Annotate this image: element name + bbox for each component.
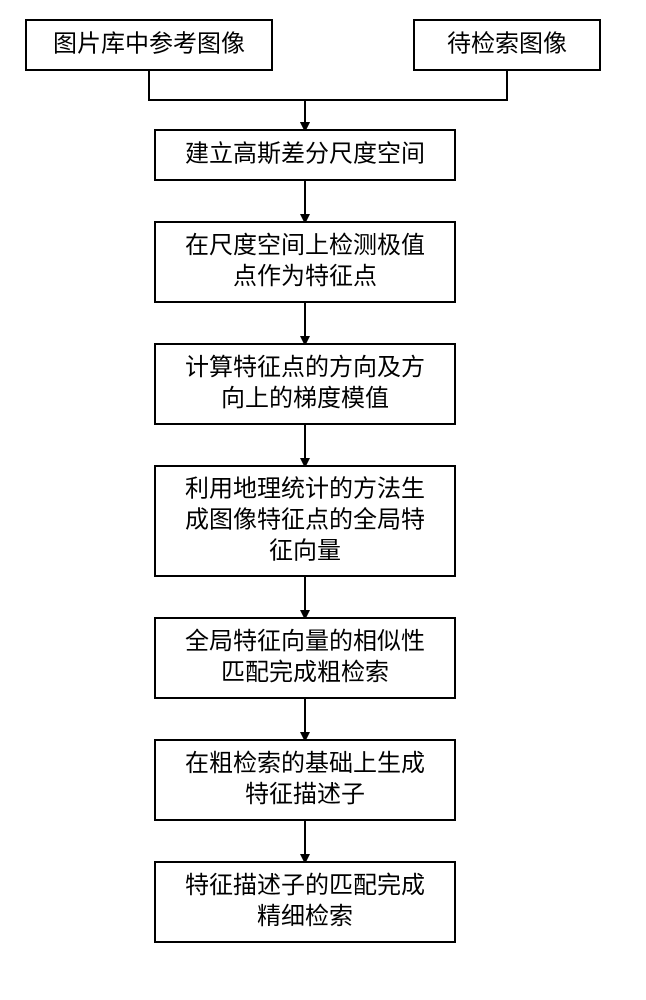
flow-node-text: 向上的梯度模值 [221, 385, 389, 412]
flow-node-n7: 特征描述子的匹配完成精细检索 [155, 862, 455, 942]
flow-node-n5: 全局特征向量的相似性匹配完成粗检索 [155, 618, 455, 698]
flow-node-text: 成图像特征点的全局特 [185, 507, 425, 534]
flow-node-text: 全局特征向量的相似性 [185, 628, 425, 655]
flow-node-text: 图片库中参考图像 [53, 31, 245, 58]
flow-node-text: 精细检索 [257, 903, 353, 930]
flow-node-text: 建立高斯差分尺度空间 [185, 141, 425, 168]
flow-node-text: 点作为特征点 [233, 263, 377, 290]
flow-node-text: 在粗检索的基础上生成 [185, 750, 425, 777]
flow-node-text: 特征描述子的匹配完成 [185, 872, 425, 899]
flow-node-text: 待检索图像 [447, 31, 567, 58]
flow-edge-elbow [305, 70, 507, 130]
flow-node-text: 利用地理统计的方法生 [185, 475, 425, 502]
flow-node-text: 特征描述子 [245, 781, 365, 808]
flow-node-n6: 在粗检索的基础上生成特征描述子 [155, 740, 455, 820]
flow-node-text: 征向量 [269, 538, 341, 565]
flow-node-n_qry: 待检索图像 [414, 20, 600, 70]
flowchart-svg: 图片库中参考图像待检索图像建立高斯差分尺度空间在尺度空间上检测极值点作为特征点计… [0, 0, 646, 1000]
flow-node-n1: 建立高斯差分尺度空间 [155, 130, 455, 180]
flow-node-n3: 计算特征点的方向及方向上的梯度模值 [155, 344, 455, 424]
nodes-layer: 图片库中参考图像待检索图像建立高斯差分尺度空间在尺度空间上检测极值点作为特征点计… [26, 20, 600, 942]
flow-edge-elbow [149, 70, 305, 130]
flow-node-n_ref: 图片库中参考图像 [26, 20, 272, 70]
flow-node-text: 在尺度空间上检测极值 [185, 232, 425, 259]
flow-node-n2: 在尺度空间上检测极值点作为特征点 [155, 222, 455, 302]
flow-node-text: 匹配完成粗检索 [221, 659, 389, 686]
flow-node-n4: 利用地理统计的方法生成图像特征点的全局特征向量 [155, 466, 455, 576]
flow-node-text: 计算特征点的方向及方 [185, 354, 425, 381]
